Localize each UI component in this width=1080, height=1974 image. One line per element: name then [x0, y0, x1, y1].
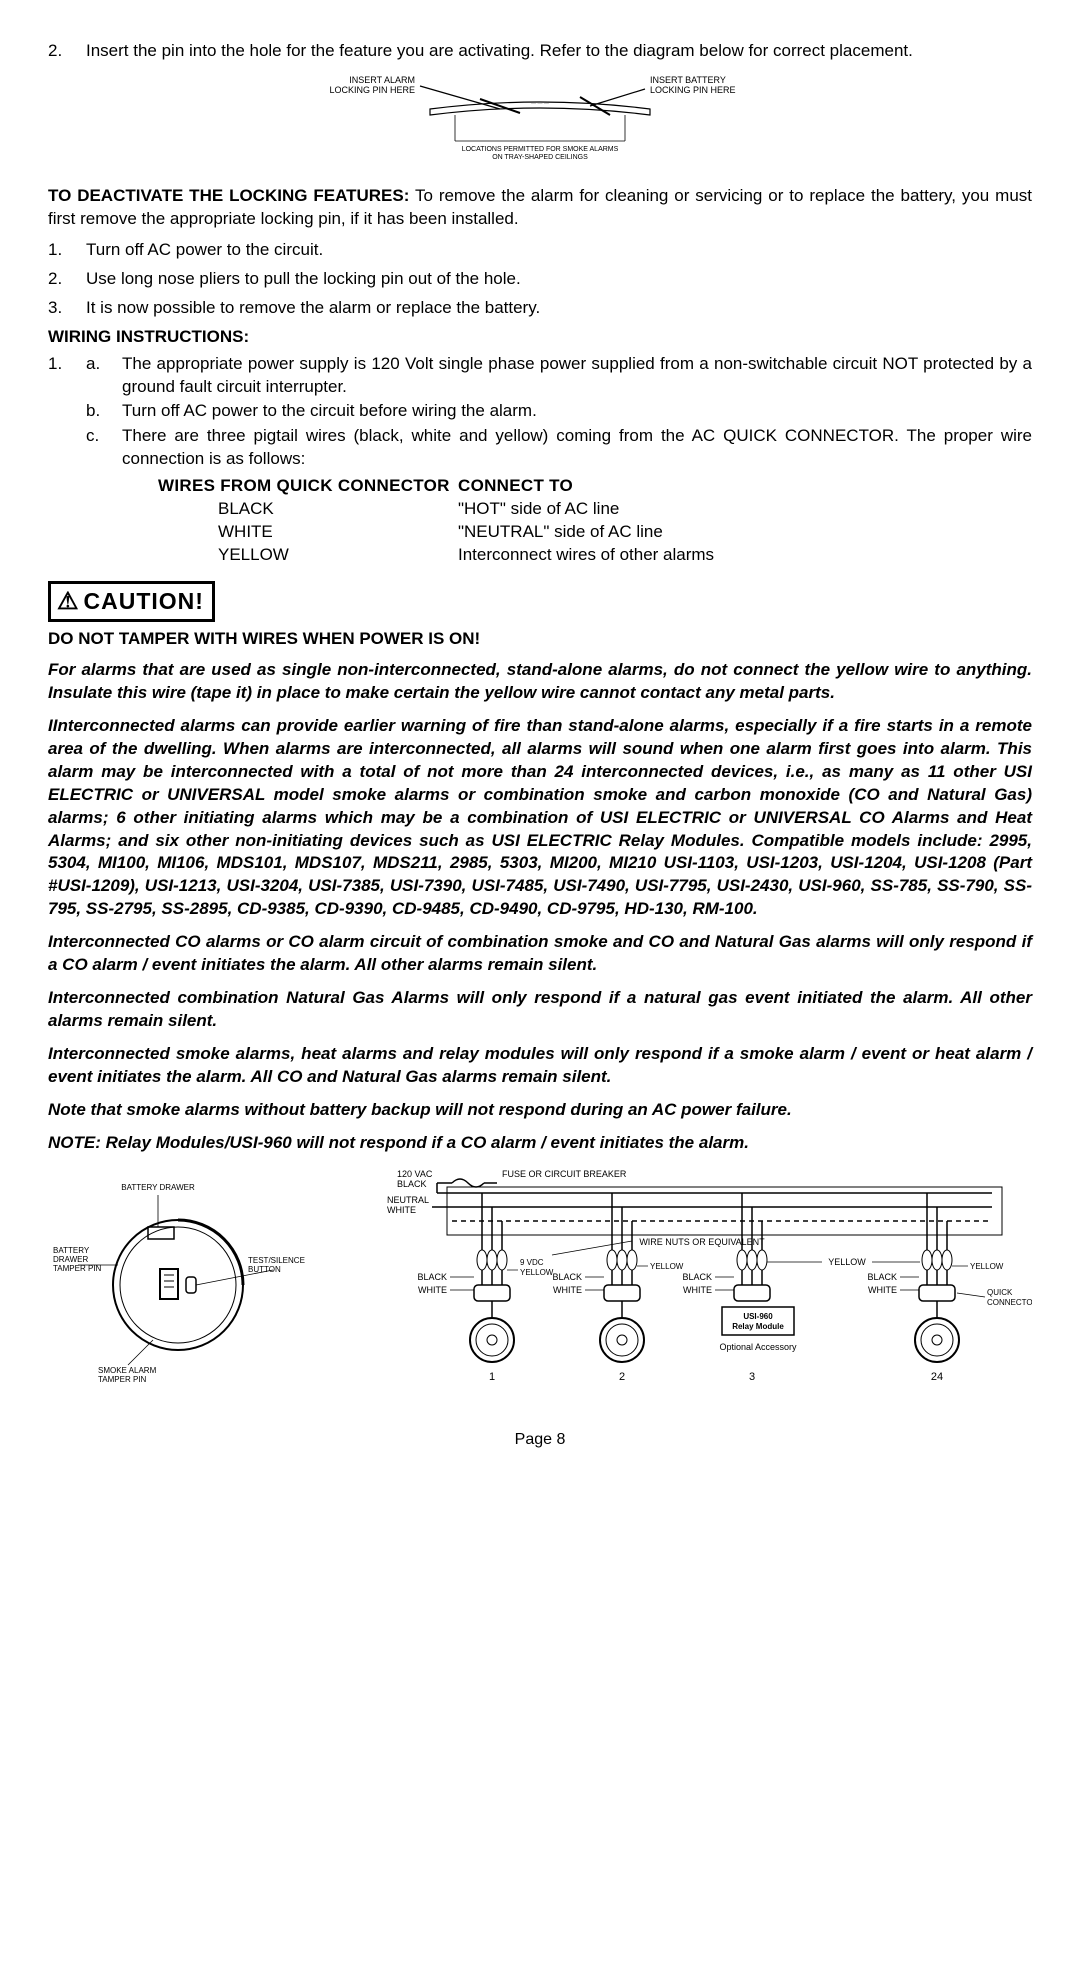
para-3: Interconnected CO alarms or CO alarm cir…: [48, 931, 1032, 977]
svg-text:LOCATIONS PERMITTED FOR SMOKE: LOCATIONS PERMITTED FOR SMOKE ALARMS: [462, 146, 619, 153]
para-5: Interconnected smoke alarms, heat alarms…: [48, 1043, 1032, 1089]
wiring-sub: a.The appropriate power supply is 120 Vo…: [86, 353, 1032, 399]
svg-text:TAMPER PIN: TAMPER PIN: [53, 1264, 102, 1273]
warning-icon: ⚠: [57, 590, 80, 614]
caution-box: ⚠ CAUTION!: [48, 581, 215, 622]
svg-text:Optional Accessory: Optional Accessory: [719, 1342, 797, 1352]
svg-text:2: 2: [619, 1371, 625, 1383]
bottom-diagrams: BATTERY DRAWER BATTERY DRAWER TAMPER PIN…: [48, 1165, 1032, 1395]
svg-text:CONNECTOR: CONNECTOR: [987, 1298, 1032, 1307]
wiring-sub: c.There are three pigtail wires (black, …: [86, 425, 1032, 471]
step-num: 2.: [48, 40, 86, 63]
svg-text:BATTERY: BATTERY: [53, 1246, 90, 1255]
svg-text:WHITE: WHITE: [868, 1285, 897, 1295]
wiring-heading: WIRING INSTRUCTIONS:: [48, 326, 1032, 349]
svg-text:DRAWER: DRAWER: [53, 1255, 88, 1264]
svg-text:9 VDC: 9 VDC: [520, 1258, 544, 1267]
para-2: IInterconnected alarms can provide earli…: [48, 715, 1032, 921]
wiring-diagram: 120 VAC BLACK FUSE OR CIRCUIT BREAKER NE…: [352, 1165, 1032, 1395]
svg-text:WIRE NUTS OR EQUIVALENT: WIRE NUTS OR EQUIVALENT: [639, 1237, 765, 1247]
svg-text:INSERT ALARM: INSERT ALARM: [349, 75, 415, 85]
deact-step: 3.It is now possible to remove the alarm…: [48, 297, 1032, 320]
svg-text:NEUTRAL: NEUTRAL: [387, 1195, 429, 1205]
svg-text:YELLOW: YELLOW: [828, 1257, 866, 1267]
step-text: Insert the pin into the hole for the fea…: [86, 40, 1032, 63]
tamper-warning: DO NOT TAMPER WITH WIRES WHEN POWER IS O…: [48, 628, 1032, 651]
page-number: Page 8: [48, 1429, 1032, 1451]
svg-text:YELLOW: YELLOW: [520, 1268, 554, 1277]
deactivate-heading: TO DEACTIVATE THE LOCKING FEATURES:: [48, 186, 409, 205]
svg-text:1: 1: [489, 1371, 495, 1383]
svg-text:WHITE: WHITE: [553, 1285, 582, 1295]
step-2: 2. Insert the pin into the hole for the …: [48, 40, 1032, 63]
caution-label: CAUTION!: [84, 586, 204, 617]
svg-text:3: 3: [749, 1371, 755, 1383]
para-1: For alarms that are used as single non-i…: [48, 659, 1032, 705]
svg-text:120 VAC: 120 VAC: [397, 1169, 433, 1179]
svg-text:— — —: — — —: [531, 101, 549, 107]
svg-text:BLACK: BLACK: [867, 1272, 897, 1282]
deactivate-steps: 1.Turn off AC power to the circuit. 2.Us…: [48, 239, 1032, 320]
wiring-sub: b.Turn off AC power to the circuit befor…: [86, 400, 1032, 423]
deact-step: 2.Use long nose pliers to pull the locki…: [48, 268, 1032, 291]
wire-table: WIRES FROM QUICK CONNECTORCONNECT TO BLA…: [158, 475, 1032, 567]
svg-text:WHITE: WHITE: [387, 1205, 416, 1215]
svg-text:BLACK: BLACK: [682, 1272, 712, 1282]
svg-text:BLACK: BLACK: [417, 1272, 447, 1282]
svg-text:LOCKING PIN HERE: LOCKING PIN HERE: [329, 85, 415, 95]
svg-text:24: 24: [931, 1371, 943, 1383]
wiring-substeps: a.The appropriate power supply is 120 Vo…: [86, 353, 1032, 472]
para-4: Interconnected combination Natural Gas A…: [48, 987, 1032, 1033]
svg-text:TEST/SILENCE: TEST/SILENCE: [248, 1256, 305, 1265]
svg-text:BATTERY DRAWER: BATTERY DRAWER: [121, 1183, 195, 1192]
svg-text:USI-960: USI-960: [743, 1312, 773, 1321]
step-list: 2. Insert the pin into the hole for the …: [48, 40, 1032, 63]
svg-text:BLACK: BLACK: [552, 1272, 582, 1282]
wiring-steps: 1. a.The appropriate power supply is 120…: [48, 353, 1032, 567]
svg-text:YELLOW: YELLOW: [970, 1262, 1004, 1271]
wiring-step-1: 1. a.The appropriate power supply is 120…: [48, 353, 1032, 567]
svg-text:BLACK: BLACK: [397, 1179, 427, 1189]
pin-diagram: INSERT ALARM LOCKING PIN HERE INSERT BAT…: [48, 71, 1032, 171]
svg-text:Relay Module: Relay Module: [732, 1322, 784, 1331]
svg-text:WHITE: WHITE: [683, 1285, 712, 1295]
svg-text:INSERT BATTERY: INSERT BATTERY: [650, 75, 726, 85]
svg-text:FUSE OR CIRCUIT BREAKER: FUSE OR CIRCUIT BREAKER: [502, 1169, 627, 1179]
svg-text:LOCKING PIN HERE: LOCKING PIN HERE: [650, 85, 736, 95]
deactivate-para: TO DEACTIVATE THE LOCKING FEATURES: To r…: [48, 185, 1032, 231]
svg-text:ON TRAY-SHAPED CEILINGS: ON TRAY-SHAPED CEILINGS: [492, 154, 588, 161]
svg-text:SMOKE ALARM: SMOKE ALARM: [98, 1366, 157, 1375]
svg-text:WHITE: WHITE: [418, 1285, 447, 1295]
svg-text:YELLOW: YELLOW: [650, 1262, 684, 1271]
svg-text:TAMPER PIN: TAMPER PIN: [98, 1375, 147, 1384]
para-6: Note that smoke alarms without battery b…: [48, 1099, 1032, 1122]
para-7: NOTE: Relay Modules/USI-960 will not res…: [48, 1132, 1032, 1155]
svg-text:QUICK: QUICK: [987, 1288, 1013, 1297]
svg-text:BUTTON: BUTTON: [248, 1265, 281, 1274]
alarm-diagram: BATTERY DRAWER BATTERY DRAWER TAMPER PIN…: [48, 1165, 308, 1385]
deact-step: 1.Turn off AC power to the circuit.: [48, 239, 1032, 262]
